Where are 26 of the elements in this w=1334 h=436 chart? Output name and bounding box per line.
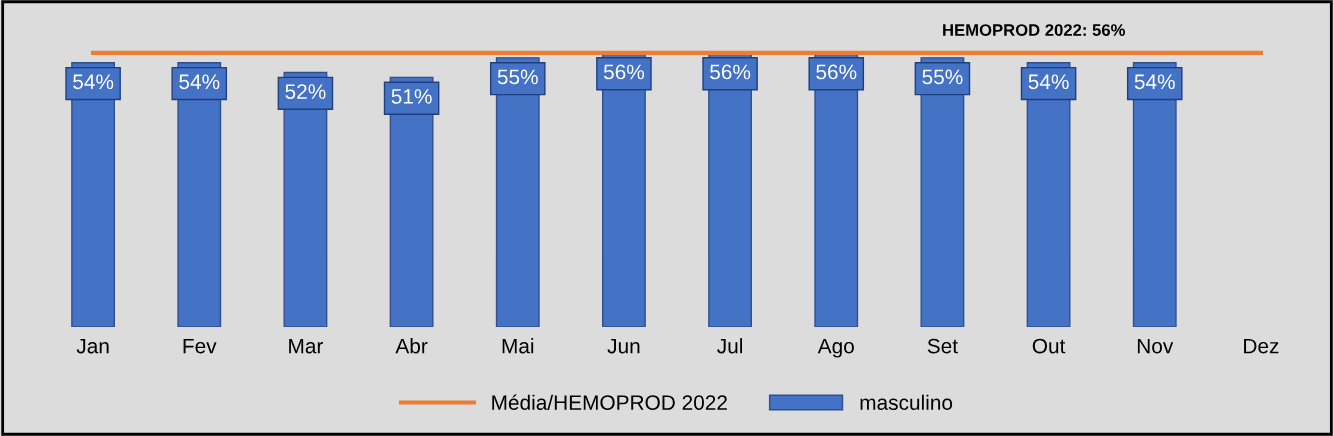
x-tick-label: Mar — [289, 338, 324, 354]
x-tick-label: Jan — [76, 338, 109, 354]
legend-label: Média/HEMOPROD 2022 — [492, 394, 727, 410]
x-tick-label: Nov — [1137, 338, 1174, 354]
data-label: 56% — [603, 64, 645, 80]
data-label: 55% — [922, 69, 963, 85]
data-label: 54% — [1028, 74, 1069, 90]
x-tick-label: Set — [927, 338, 958, 354]
data-label: 56% — [816, 64, 857, 80]
x-tick-label: Jul — [717, 338, 743, 354]
data-label: 54% — [73, 74, 114, 90]
data-label: 56% — [710, 64, 751, 80]
x-tick-label: Fev — [183, 338, 217, 354]
legend-label: masculino — [860, 394, 953, 410]
data-label: 52% — [285, 84, 326, 99]
x-tick-label: Jun — [607, 338, 640, 354]
data-label: 55% — [497, 69, 538, 85]
x-tick-label: Out — [1032, 338, 1066, 354]
x-tick-label: Abr — [395, 338, 428, 354]
x-tick-label: Mai — [502, 338, 534, 354]
x-tick-label: Dez — [1244, 338, 1279, 354]
text: HEMOPROD 2022: 56% — [943, 24, 1125, 36]
data-label: 54% — [1134, 74, 1175, 90]
data-label: 51% — [391, 89, 432, 104]
data-label: 54% — [179, 74, 220, 90]
x-tick-label: Ago — [817, 338, 854, 358]
